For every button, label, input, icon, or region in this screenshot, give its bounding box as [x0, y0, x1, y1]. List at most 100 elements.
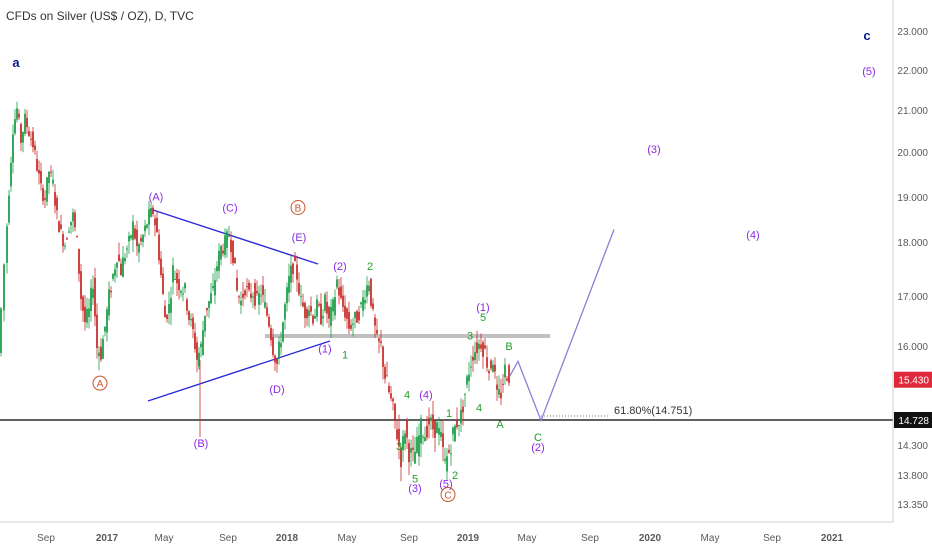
candle-body	[418, 435, 420, 457]
candle-body	[26, 117, 28, 128]
candle-body	[80, 271, 82, 300]
candle-body	[410, 448, 412, 453]
candle-body	[82, 296, 84, 311]
last-price-label: 15.430	[898, 376, 929, 387]
candle-body	[22, 132, 24, 143]
candle-body	[412, 447, 414, 450]
candle-body	[442, 433, 444, 447]
candle-body	[364, 299, 366, 304]
candle-body	[500, 392, 502, 399]
y-tick-label: 18.000	[897, 238, 928, 249]
x-tick-label: May	[518, 533, 537, 544]
candle-body	[104, 326, 106, 332]
candle-body	[286, 287, 288, 304]
candle-body	[194, 332, 196, 350]
candle-body	[460, 409, 462, 424]
candle-body	[220, 245, 222, 260]
candle-body	[424, 437, 426, 442]
candle-body	[90, 287, 92, 312]
candle-body	[150, 208, 152, 217]
candle-body	[258, 293, 260, 305]
candle-body	[356, 311, 358, 323]
candle-body	[448, 449, 450, 453]
candle-body	[116, 262, 118, 268]
candle-body	[328, 306, 330, 319]
candle-body	[416, 436, 418, 453]
candle-body	[204, 315, 206, 332]
candle-body	[136, 229, 138, 247]
wave-label: 2	[452, 470, 458, 482]
candle-body	[496, 384, 498, 390]
candle-body	[50, 171, 52, 173]
wave-label: A	[496, 419, 504, 431]
candle-body	[386, 375, 388, 377]
y-tick-label: 21.000	[897, 106, 928, 117]
candle-body	[66, 238, 68, 240]
candle-body	[180, 291, 182, 293]
candle-body	[84, 306, 86, 323]
candle-body	[332, 299, 334, 312]
candle-body	[228, 235, 230, 237]
y-tick-label: 23.000	[897, 27, 928, 38]
candle-body	[370, 278, 372, 306]
x-tick-label: 2020	[639, 533, 662, 544]
candle-body	[190, 318, 192, 321]
candle-body	[242, 293, 244, 298]
candle-body	[196, 342, 198, 360]
candle-body	[450, 453, 452, 455]
y-tick-label: 13.800	[897, 471, 928, 482]
candle-body	[274, 355, 276, 363]
wave-label: 5	[480, 312, 486, 324]
candle-body	[422, 436, 424, 438]
candle-body	[214, 280, 216, 296]
candle-body	[260, 295, 262, 297]
candle-body	[362, 297, 364, 311]
candle-body	[208, 301, 210, 308]
candle-body	[398, 428, 400, 447]
candle-body	[434, 420, 436, 438]
candle-body	[154, 218, 156, 226]
candle-body	[164, 305, 166, 318]
x-tick-label: Sep	[763, 533, 781, 544]
candle-body	[290, 265, 292, 283]
candle-body	[466, 376, 468, 385]
candle-body	[402, 436, 404, 451]
candle-body	[8, 195, 10, 223]
candle-body	[226, 231, 228, 248]
candle-body	[474, 352, 476, 361]
x-tick-label: 2017	[96, 533, 119, 544]
candle-body	[78, 248, 80, 274]
candle-body	[404, 433, 406, 444]
trendlines: 61.80%(14.751)	[0, 208, 893, 421]
y-axis: 23.000 22.000 21.000 20.000 19.000 18.000 17.0…	[892, 0, 932, 522]
candle-body	[212, 285, 214, 289]
candle-body	[388, 385, 390, 393]
candle-body	[470, 366, 472, 368]
candle-body	[186, 299, 188, 311]
candle-body	[146, 224, 148, 228]
candle-body	[14, 119, 16, 134]
candle-body	[282, 322, 284, 342]
candle-body	[430, 417, 432, 421]
wave-label: C	[534, 432, 542, 444]
candle-body	[360, 302, 362, 305]
candle-body	[312, 315, 314, 324]
candle-body	[156, 217, 158, 233]
candle-body	[36, 158, 38, 171]
candle-body	[480, 344, 482, 349]
y-tick-label: 20.000	[897, 148, 928, 159]
candle-body	[492, 364, 494, 372]
candle-body	[366, 285, 368, 297]
candle-body	[76, 236, 78, 238]
candle-body	[478, 343, 480, 349]
wave-label: (3)	[408, 483, 421, 495]
candle-body	[248, 282, 250, 290]
candle-body	[236, 277, 238, 291]
candle-body	[302, 302, 304, 307]
candle-body	[298, 283, 300, 295]
y-tick-label: 14.300	[897, 441, 928, 452]
candle-body	[234, 257, 236, 264]
wave-label: (A)	[149, 191, 164, 203]
candle-body	[344, 305, 346, 318]
candle-body	[130, 235, 132, 239]
